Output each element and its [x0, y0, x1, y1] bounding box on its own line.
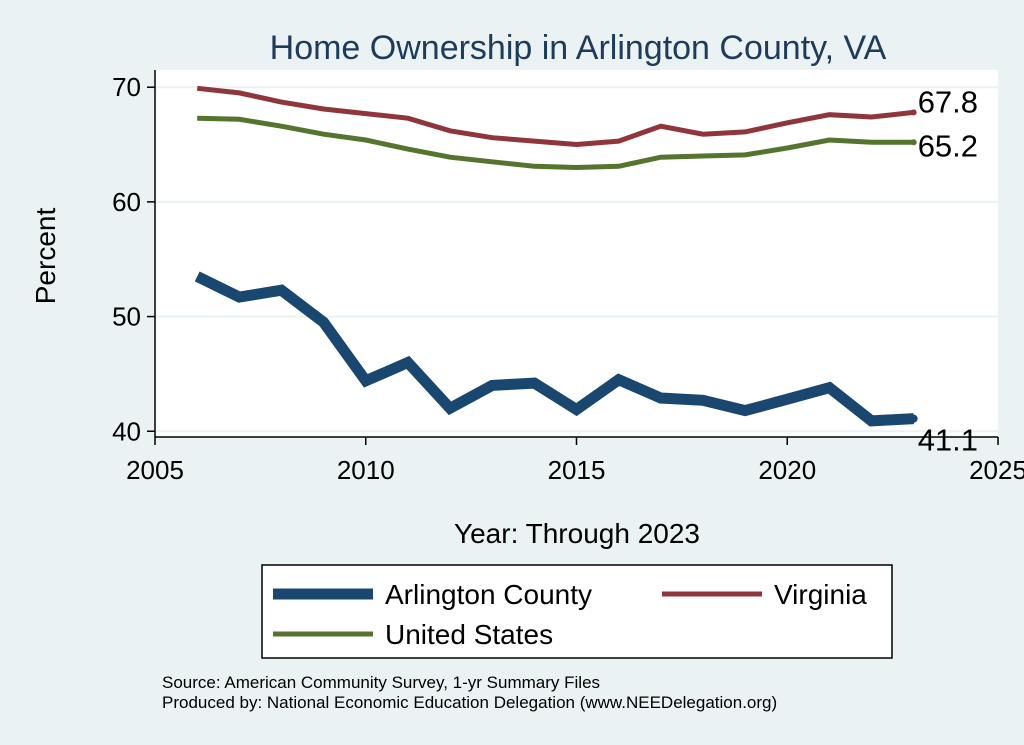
source-note: Source: American Community Survey, 1-yr …	[162, 673, 600, 692]
end-label-arlington: 41.1	[918, 423, 978, 458]
producer-note: Produced by: National Economic Education…	[162, 693, 777, 712]
x-tick-label: 2015	[548, 455, 606, 485]
legend-label-arlington: Arlington County	[385, 579, 592, 610]
x-tick-label: 2025	[969, 455, 1024, 485]
y-tick-label: 70	[112, 72, 141, 102]
legend-label-virginia: Virginia	[774, 579, 867, 610]
x-tick-label: 2020	[758, 455, 816, 485]
series-line-arlington	[194, 271, 914, 427]
y-tick-label: 40	[112, 416, 141, 446]
end-label-virginia: 67.8	[918, 84, 978, 119]
gridlines	[155, 86, 998, 433]
x-axis-title: Year: Through 2023	[454, 518, 700, 549]
legend: Arlington County Virginia United States	[261, 564, 893, 659]
x-tick-label: 2010	[337, 455, 395, 485]
end-point-arlington	[909, 414, 918, 423]
chart-title: Home Ownership in Arlington County, VA	[270, 29, 887, 67]
end-label-united-states: 65.2	[918, 128, 978, 163]
series-lines	[194, 85, 918, 427]
series-line-virginia	[196, 85, 914, 148]
end-labels: 65.2 67.8 41.1	[918, 84, 978, 457]
legend-box	[261, 564, 893, 659]
end-point-united-states	[910, 139, 917, 146]
end-point-virginia	[910, 109, 917, 116]
legend-label-united-states: United States	[385, 619, 553, 650]
series-line-united-states	[197, 115, 914, 171]
tick-marks: 40 50 60 70 2005 2010 2015 2020 2025	[112, 72, 1024, 485]
y-tick-label: 50	[112, 302, 141, 332]
y-axis-title: Percent	[30, 208, 61, 305]
x-tick-label: 2005	[126, 455, 184, 485]
y-tick-label: 60	[112, 187, 141, 217]
